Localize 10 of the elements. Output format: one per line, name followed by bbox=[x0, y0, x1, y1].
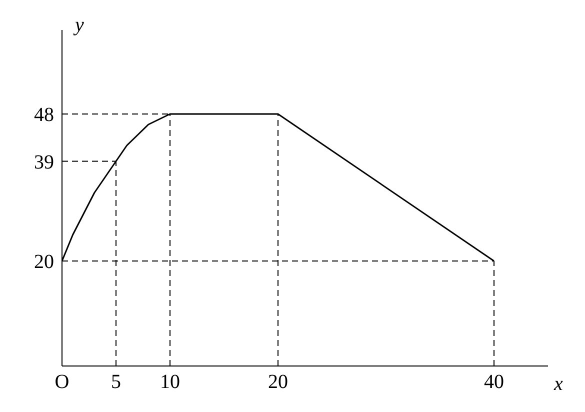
x-tick-label: 10 bbox=[160, 371, 180, 394]
x-axis-title: x bbox=[553, 373, 563, 396]
x-tick-label: 5 bbox=[111, 371, 121, 394]
x-tick-label: 40 bbox=[484, 371, 504, 394]
x-tick-label: 20 bbox=[268, 371, 288, 394]
y-tick-label: 20 bbox=[34, 251, 54, 274]
y-tick-label: 39 bbox=[34, 151, 54, 174]
x-tick-label: O bbox=[54, 371, 70, 394]
y-axis-title: y bbox=[73, 14, 84, 36]
y-tick-label: 48 bbox=[34, 104, 54, 126]
